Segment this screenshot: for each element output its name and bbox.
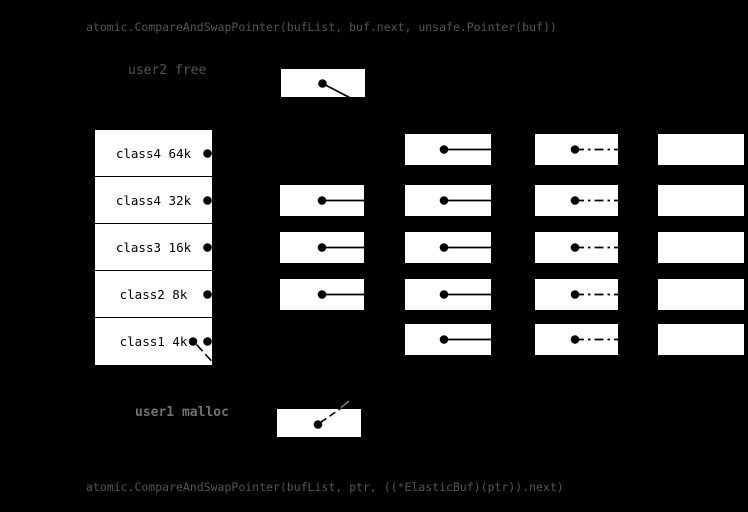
free-buffer-node-stage2-row4	[405, 279, 491, 310]
free-buffer-node-stage3-row4	[535, 279, 618, 310]
free-buffer-node-stage2-row5	[405, 324, 491, 355]
size-class-label: class2 8k	[119, 286, 188, 302]
size-class-row: class4 64k	[95, 130, 212, 177]
user1-pointer-trace	[340, 400, 350, 409]
free-buffer-node-stage4-row1	[658, 134, 744, 165]
cas-malloc-code-line: atomic.CompareAndSwapPointer(bufList, pt…	[86, 480, 564, 494]
free-buffer-node-stage4-row5	[658, 324, 744, 355]
size-class-row: class1 4k	[95, 318, 212, 365]
free-buffer-node-stage4-row4	[658, 279, 744, 310]
free-buffer-node-stage1-row3	[280, 232, 364, 263]
size-class-label: class3 16k	[115, 239, 192, 255]
size-class-row: class3 16k	[95, 224, 212, 271]
user2-freed-buffer-node	[281, 69, 365, 97]
size-class-label: class4 32k	[115, 192, 192, 208]
free-buffer-node-stage3-row5	[535, 324, 618, 355]
size-class-table: class4 64k class4 32k class3 16k class2 8k c…	[95, 130, 212, 365]
free-buffer-node-stage3-row1	[535, 134, 618, 165]
user2-free-label: user2 free	[128, 63, 207, 78]
size-class-row: class4 32k	[95, 177, 212, 224]
size-class-label: class4 64k	[115, 145, 192, 161]
free-buffer-node-stage2-row1	[405, 134, 491, 165]
size-class-label: class1 4k	[119, 334, 188, 349]
user1-malloc-label: user1 malloc	[135, 405, 229, 420]
free-buffer-node-stage2-row2	[405, 185, 491, 216]
free-buffer-node-stage4-row3	[658, 232, 744, 263]
user1-malloc-buffer-node	[277, 409, 361, 437]
free-buffer-node-stage1-row4	[280, 279, 364, 310]
free-buffer-node-stage3-row3	[535, 232, 618, 263]
free-buffer-node-stage3-row2	[535, 185, 618, 216]
free-buffer-node-stage4-row2	[658, 185, 744, 216]
size-class-row: class2 8k	[95, 271, 212, 318]
cas-free-code-line: atomic.CompareAndSwapPointer(bufList, bu…	[86, 20, 557, 34]
free-buffer-node-stage1-row2	[280, 185, 364, 216]
free-buffer-node-stage2-row3	[405, 232, 491, 263]
